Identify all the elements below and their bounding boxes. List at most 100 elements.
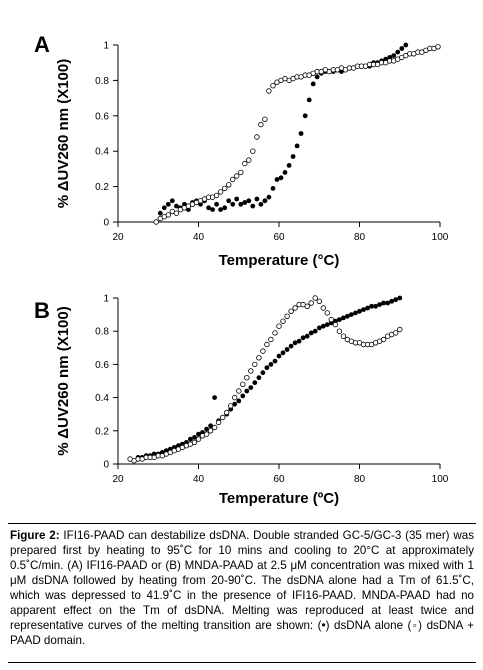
panel-a-dsdna-alone-point bbox=[210, 207, 216, 213]
panel-b-dsdna-alone-point bbox=[292, 340, 298, 346]
panel-b-dsdna-alone-point bbox=[256, 375, 262, 381]
panel-a-dsdna-alone-point bbox=[230, 201, 236, 207]
figure: A 20 40 60 80 100 0 0.2 0.4 0.6 0.8 1 Temperature (°… bbox=[34, 32, 449, 508]
panel-a-y-tick-label: 0 bbox=[103, 218, 109, 229]
panel-b-dsdna-paad-point bbox=[272, 330, 278, 336]
panel-b-dsdna-paad-point bbox=[312, 295, 318, 301]
panel-a-x-tick-label: 20 bbox=[112, 232, 124, 243]
panel-a-y-tick-label: 0.2 bbox=[95, 182, 109, 193]
panel-b-dsdna-paad-point bbox=[236, 388, 242, 394]
panel-a-dsdna-alone-point bbox=[294, 143, 300, 149]
panel-a-dsdna-alone-point bbox=[314, 74, 320, 80]
panel-a-dsdna-alone-point bbox=[242, 200, 248, 205]
panel-b-dsdna-alone-point bbox=[280, 350, 286, 356]
panel-b-dsdna-paad-point bbox=[308, 300, 314, 306]
panel-b-y-tick-label: 0 bbox=[103, 460, 109, 471]
panel-b-chart: B 20 40 60 80 100 0 0.2 0.4 0.6 0.8 1 Temperature (º… bbox=[34, 294, 449, 508]
panel-a-dsdna-paad-point bbox=[233, 173, 240, 179]
panel-a-dsdna-paad-point bbox=[221, 185, 228, 192]
panel-a-dsdna-paad-point bbox=[270, 82, 276, 89]
panel-a-dsdna-paad-point bbox=[153, 219, 159, 225]
panel-b-x-tick-label: 20 bbox=[112, 474, 124, 485]
panel-b-dsdna-alone-point bbox=[264, 365, 270, 371]
panel-b-y-tick-label: 0.6 bbox=[95, 360, 109, 371]
panel-b-dsdna-alone-point bbox=[188, 436, 193, 442]
panel-b-dsdna-paad-point bbox=[240, 381, 246, 387]
panel-a-dsdna-alone-point bbox=[258, 201, 264, 207]
panel-b-dsdna-paad-point bbox=[260, 348, 266, 354]
panel-b-dsdna-alone-point bbox=[316, 325, 322, 331]
panel-b-dsdna-alone-point bbox=[304, 333, 310, 339]
panel-b-dsdna-paad-point bbox=[227, 403, 234, 409]
panel-a-y-tick-label: 1 bbox=[103, 41, 109, 52]
panel-b-dsdna-alone-point bbox=[397, 295, 403, 301]
panel-b-dsdna-paad-point bbox=[231, 394, 238, 401]
panel-b-dsdna-paad-point bbox=[191, 439, 198, 446]
panel-b-dsdna-paad-point bbox=[284, 313, 290, 319]
panel-b-dsdna-alone-point bbox=[377, 302, 382, 307]
panel-a-dsdna-paad-point bbox=[229, 176, 236, 183]
panel-a-dsdna-paad-point bbox=[238, 169, 244, 176]
panel-b-dsdna-paad-point bbox=[320, 305, 326, 311]
panel-b-x-tick-label: 100 bbox=[432, 474, 449, 485]
panel-a-dsdna-alone-point bbox=[274, 177, 280, 182]
panel-b-dsdna-paad-point bbox=[223, 409, 230, 416]
panel-a-dsdna-alone-point bbox=[169, 198, 175, 204]
panel-b-dsdna-paad-point bbox=[207, 428, 214, 434]
panel-b-dsdna-alone-point bbox=[208, 423, 214, 429]
panel-b-dsdna-paad-point bbox=[316, 298, 322, 304]
panel-b-dsdna-alone-point bbox=[212, 395, 218, 400]
panel-b-dsdna-alone-point bbox=[276, 353, 282, 359]
panel-b-dsdna-paad-point bbox=[340, 333, 347, 339]
panel-b-dsdna-alone-point bbox=[192, 435, 197, 440]
panel-b-dsdna-paad-point bbox=[292, 305, 298, 311]
panel-a-dsdna-paad-point bbox=[225, 182, 232, 188]
panel-b-dsdna-paad-point bbox=[276, 323, 282, 329]
panel-b-y-tick-label: 0.8 bbox=[95, 327, 109, 338]
panel-a-dsdna-alone-point bbox=[206, 205, 212, 211]
panel-a-dsdna-paad-point bbox=[217, 189, 224, 195]
panel-a-x-tick-label: 100 bbox=[432, 232, 449, 243]
panel-a-y-tick-label: 0.6 bbox=[95, 111, 109, 122]
panel-a-dsdna-alone-point bbox=[226, 198, 232, 204]
panel-b-y-axis-label: % ΔUV260 nm (X100) bbox=[55, 306, 72, 455]
panel-b-dsdna-alone-point bbox=[288, 343, 294, 349]
panel-b-dsdna-alone-point bbox=[272, 358, 278, 364]
panel-b-dsdna-alone-point bbox=[252, 380, 258, 386]
panel-b-dsdna-alone-point bbox=[361, 307, 366, 312]
panel-b-x-tick-label: 80 bbox=[354, 474, 366, 485]
panel-b-dsdna-alone-point bbox=[268, 362, 274, 367]
panel-a-dsdna-paad-point bbox=[258, 121, 264, 128]
panel-a-dsdna-alone-point bbox=[282, 170, 288, 175]
panel-b-dsdna-alone-point bbox=[240, 393, 246, 399]
panel-a-dsdna-paad-point bbox=[246, 157, 252, 163]
panel-b-dsdna-paad-point bbox=[336, 328, 343, 334]
panel-b-dsdna-alone-point bbox=[244, 388, 250, 394]
panel-a-dsdna-alone-point bbox=[266, 194, 272, 200]
panel-a-dsdna-paad-point bbox=[254, 134, 260, 140]
panel-b-dsdna-alone-point bbox=[320, 323, 326, 329]
panel-b-y-tick-label: 0.2 bbox=[95, 426, 109, 437]
panel-a-dsdna-alone-point bbox=[214, 201, 220, 207]
panel-b-dsdna-paad-point bbox=[328, 316, 334, 323]
panel-a-dsdna-paad-point bbox=[173, 210, 180, 216]
panel-a-dsdna-alone-point bbox=[262, 198, 268, 204]
panel-a-dsdna-alone-point bbox=[310, 81, 316, 87]
panel-b-dsdna-paad-point bbox=[380, 336, 387, 343]
panel-a-x-tick-label: 60 bbox=[273, 232, 285, 243]
panel-b-dsdna-paad-point bbox=[397, 326, 403, 333]
panel-b-dsdna-alone-point bbox=[381, 300, 386, 306]
panel-a-dsdna-paad-point bbox=[262, 116, 268, 122]
panel-b-dsdna-alone-point bbox=[357, 308, 362, 314]
panel-a-dsdna-alone-point bbox=[391, 53, 397, 58]
panel-b-dsdna-alone-point bbox=[353, 310, 358, 316]
panel-a-x-axis-label: Temperature (°C) bbox=[219, 252, 340, 269]
panel-b-dsdna-alone-point bbox=[300, 335, 306, 341]
panel-b-dsdna-paad-point bbox=[393, 330, 399, 336]
panel-b-letter: B bbox=[34, 298, 50, 323]
panel-b-dsdna-paad-point bbox=[304, 303, 310, 309]
panel-b-dsdna-alone-point bbox=[284, 347, 290, 352]
panel-a-dsdna-alone-point bbox=[250, 203, 256, 209]
panel-b-dsdna-alone-point bbox=[248, 385, 254, 390]
panel-a-dsdna-alone-point bbox=[399, 46, 405, 51]
